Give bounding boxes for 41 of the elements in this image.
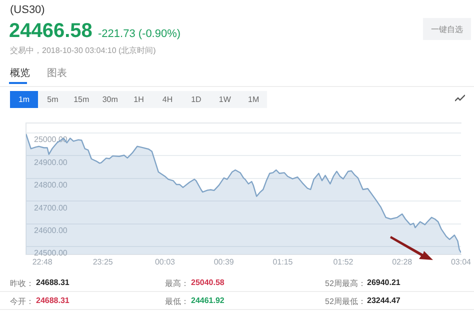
chart-title: (US30) [10,4,45,16]
text: 交易中，2018-10-30 03:04:10 (北京时间) [10,45,156,56]
x-tick-label: 00:03 [154,257,176,266]
text: 52周最低： [325,296,366,307]
text: 24461.92 [191,296,224,305]
y-tick-label: 24600.00 [34,226,68,235]
x-tick-label: 02:28 [392,257,413,266]
x-tick-label: 01:52 [333,257,354,266]
text: 24688.31 [36,278,70,287]
text: 最低： [165,296,189,307]
text: 24466.58 [9,20,92,43]
text: 5m [47,95,58,104]
text: 26940.21 [367,278,400,287]
text: 今开： [10,296,34,307]
text: 1H [134,95,144,104]
text: 1M [248,95,260,104]
text: 30m [102,95,118,104]
y-tick-label: 24700.00 [34,203,68,212]
text: 23244.47 [367,296,400,305]
text: 图表 [47,66,67,80]
text: -221.73 (-0.90%) [98,28,181,40]
text: 4H [162,95,173,104]
x-tick-label: 22:48 [32,257,53,266]
x-tick-label: 01:15 [272,257,294,266]
text: 15m [74,95,90,104]
text: 52周最高： [325,278,366,289]
y-tick-label: 24800.00 [34,180,68,190]
text: 最高： [165,278,189,289]
text: 1D [191,95,202,104]
x-tick-label: 00:39 [214,257,234,266]
text: 24688.31 [36,296,70,305]
text: 昨收： [10,278,34,289]
y-tick-label: 24500.00 [34,248,68,258]
y-tick-label: 24900.00 [34,158,68,167]
text: 1m [18,95,30,104]
x-tick-label: 23:25 [92,257,114,266]
text: 1W [218,95,231,104]
text: 概览 [10,66,30,80]
x-tick-label: 03:04 [450,257,472,266]
text: 25040.58 [191,278,224,287]
text: 一键自选 [431,24,463,35]
